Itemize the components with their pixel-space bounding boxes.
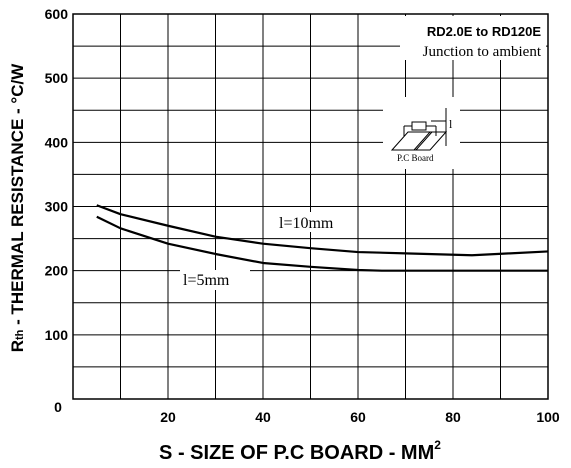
origin-label: 0 — [54, 399, 62, 415]
x-tick-label: 60 — [350, 409, 366, 425]
y-tick-label: 500 — [45, 70, 69, 86]
tick-labels: 100 200 300 400 500 600 20 40 60 80 100 0 — [45, 6, 560, 425]
inset-dim-label: l — [449, 117, 453, 131]
x-tick-label: 40 — [255, 409, 271, 425]
x-tick-label: 80 — [445, 409, 461, 425]
y-tick-label: 200 — [45, 263, 69, 279]
series-line-2 — [96, 215, 548, 272]
series-label-10mm-bg — [276, 212, 352, 232]
inset-board-label: P.C Board — [397, 153, 434, 163]
series-label-10mm: l=10mm — [279, 215, 334, 232]
y-tick-label: 300 — [45, 199, 69, 215]
x-tick-label: 100 — [536, 409, 560, 425]
plot-frame — [72, 13, 549, 400]
x-tick-label: 20 — [160, 409, 176, 425]
series-label-5mm-bg — [180, 270, 250, 290]
legend-line-1: RD2.0E to RD120E — [427, 24, 541, 39]
legend-line-2: Junction to ambient — [423, 44, 542, 60]
series-layer — [96, 204, 549, 272]
y-tick-label: 400 — [45, 134, 69, 150]
series-line-1 — [96, 204, 549, 257]
inset-diagram: l P.C Board — [383, 97, 460, 169]
series-label-5mm: l=5mm — [183, 272, 230, 289]
x-axis-title: S - SIZE OF P.C BOARD - MM2 — [159, 438, 441, 464]
y-tick-label: 600 — [45, 6, 69, 22]
y-tick-label: 100 — [45, 327, 69, 343]
y-axis-title: Rth - THERMAL RESISTANCE - °C/W — [8, 63, 27, 353]
legend-box-bg — [400, 16, 546, 60]
grid — [73, 14, 548, 399]
